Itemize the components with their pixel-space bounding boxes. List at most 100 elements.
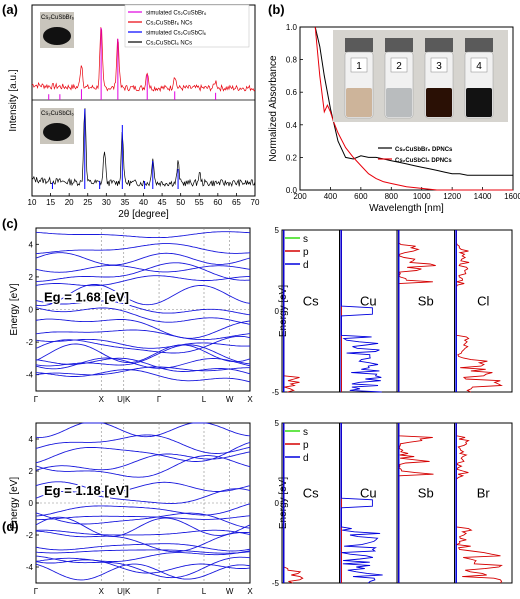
y-tick-label: 2 (29, 273, 34, 282)
y-tick-label: 5 (275, 226, 280, 235)
band-line (35, 307, 251, 325)
band-line (35, 329, 251, 341)
panel-c: (c) Γ X U|K Γ L W X 4 2 0 -2 -4 Energy [eV] Eg = 1.68 … (2, 216, 253, 404)
band-line (35, 366, 251, 376)
y-tick-label: 1.0 (286, 23, 298, 32)
element-label: Br (477, 485, 491, 500)
band-line (36, 529, 251, 536)
x-tick-label: 60 (213, 198, 222, 207)
pdos-subpanel (396, 422, 455, 584)
pdos-subpanel (454, 422, 513, 584)
band-line (36, 369, 251, 383)
vial-number: 3 (436, 61, 442, 72)
panel-label: (c) (2, 216, 18, 231)
band-line (35, 318, 251, 339)
band-line (35, 434, 251, 454)
element-label: Cl (477, 293, 489, 308)
y-axis-label: Energy [eV] (9, 477, 20, 529)
x-tick-label: 600 (354, 192, 368, 201)
k-point-label: Γ (157, 587, 162, 596)
band-line (35, 357, 251, 375)
vial-number: 1 (356, 61, 362, 72)
y-tick-label: 0.6 (286, 88, 298, 97)
pdos-subpanel (396, 229, 455, 393)
y-tick-label: -2 (26, 531, 34, 540)
y-tick-label: 0.4 (286, 121, 298, 130)
band-line (35, 563, 251, 581)
vial-liquid (346, 88, 372, 117)
element-label: Sb (418, 293, 434, 308)
vial-cap (345, 38, 373, 52)
k-point-label: X (99, 395, 105, 404)
band-line (35, 335, 251, 354)
vial-label-box (350, 57, 368, 73)
vial-liquid (426, 88, 452, 117)
x-tick-label: 10 (28, 198, 37, 207)
band-line (35, 357, 251, 370)
x-tick-label: 70 (251, 198, 260, 207)
x-tick-label: 400 (324, 192, 338, 201)
y-tick-label: 0 (275, 307, 280, 316)
k-point-label: X (247, 395, 253, 404)
k-point-label: U|K (117, 395, 131, 404)
legend-label: d (303, 453, 309, 464)
band-line (35, 543, 251, 552)
y-tick-label: 0.2 (286, 153, 298, 162)
k-point-label: X (247, 587, 253, 596)
x-tick-label: 800 (385, 192, 399, 201)
k-point-label: Γ (34, 395, 39, 404)
y-tick-label: 0.0 (286, 186, 298, 195)
legend-label: p (303, 440, 309, 451)
x-tick-label: 25 (83, 198, 92, 207)
panel-b: (b) 200 400 600 800 1000 1200 1400 1600 0.0 0.2 0.4… (268, 2, 520, 214)
k-point-label: W (226, 395, 234, 404)
pdos-p-curve (455, 423, 503, 584)
band-line (35, 264, 251, 273)
x-axis-label: Wavelength [nm] (369, 203, 444, 214)
legend-label: Cs₂CuSbCl₆ DPNCs (395, 158, 452, 164)
band-line (35, 549, 251, 554)
band-line (35, 441, 251, 464)
legend-label: Cs₂CuSbBr₆ DPNCs (395, 147, 453, 153)
element-label: Cu (360, 485, 377, 500)
x-tick-label: 1400 (474, 192, 492, 201)
photo-label: Cs₂CuSbBr₆ (41, 15, 75, 21)
band-line (35, 343, 251, 364)
band-line (35, 338, 251, 349)
y-tick-label: -5 (272, 388, 280, 397)
band-line (35, 550, 251, 563)
vial-liquid (386, 88, 412, 117)
y-tick-label: -4 (26, 371, 34, 380)
band-line (35, 300, 251, 316)
panel-a: (a) 10 15 20 25 30 35 40 45 50 55 60 65 70 2θ [degree]… (2, 2, 260, 220)
legend-label: Cs₂CuSbCl₆ NCs (146, 41, 192, 47)
element-label: Cs (303, 293, 319, 308)
vial-cap (385, 38, 413, 52)
panel-label: (a) (2, 2, 18, 17)
band-line (35, 455, 251, 478)
pdos-p-curve (398, 230, 436, 392)
x-tick-label: 1200 (443, 192, 461, 201)
y-tick-label: 4 (29, 435, 34, 444)
band-line (35, 488, 251, 504)
panel-d: (d) Γ X U|K Γ L W X 4 2 0 -2 -4 Energy [eV] Eg = 1.18 … (2, 422, 253, 596)
y-tick-label: 5 (275, 419, 280, 428)
x-tick-label: 30 (102, 198, 111, 207)
k-point-label: Γ (157, 395, 162, 404)
pdos-d-curve (341, 230, 382, 393)
series-line-cl (314, 26, 513, 191)
band-line (35, 555, 251, 579)
panel-label: (d) (2, 519, 19, 534)
legend-label: simulated Cs₂CuSbCl₆ (146, 31, 207, 37)
legend-box (124, 4, 250, 48)
y-tick-label: 2 (29, 467, 34, 476)
band-line (35, 516, 251, 537)
k-point-label: L (202, 587, 207, 596)
pdos-subpanel (281, 229, 340, 393)
legend-label: s (303, 427, 308, 438)
band-line (36, 530, 251, 553)
vial-cap (425, 38, 453, 52)
vial-label-box (390, 57, 408, 73)
